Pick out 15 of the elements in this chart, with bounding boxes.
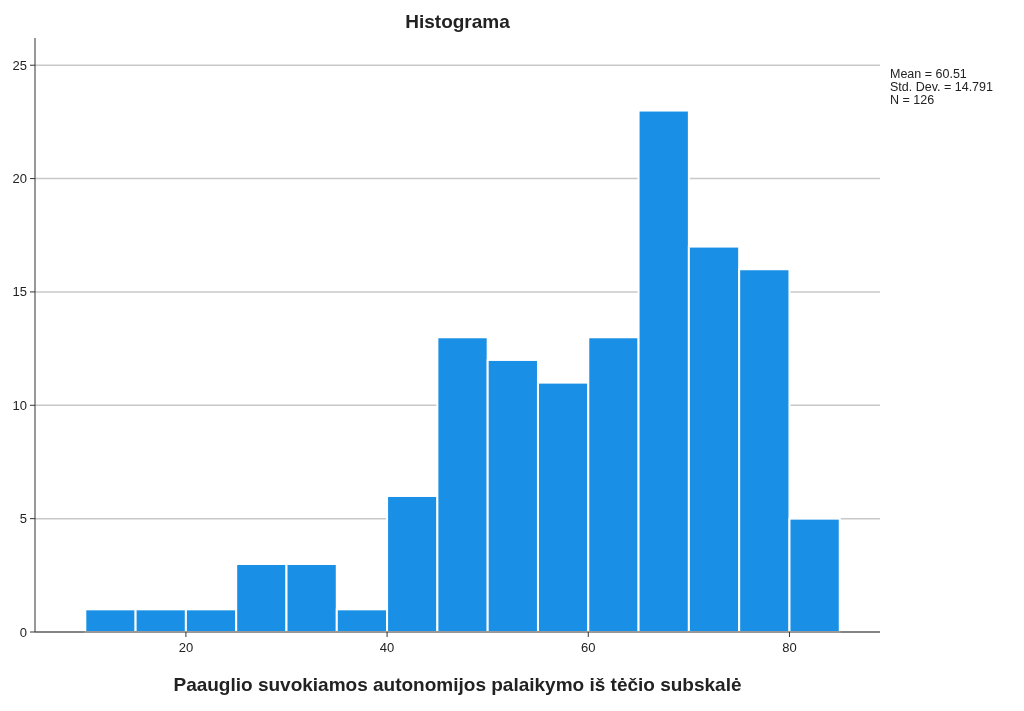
- y-tick-label: 10: [12, 397, 27, 413]
- x-tick-label: 60: [581, 640, 596, 655]
- x-axis-title: Paauglio suvokiamos autonomijos palaikymo iš tėčio subskalė: [173, 674, 742, 695]
- x-tick-label: 20: [178, 640, 194, 655]
- x-tick-label: 40: [379, 640, 395, 655]
- text: Std. Dev. = 14.791: [890, 80, 994, 94]
- x-tick-label: 80: [782, 640, 797, 655]
- text: Mean = 60.51: [890, 67, 967, 81]
- y-tick-label: 0: [19, 624, 27, 640]
- y-tick-label: 20: [12, 171, 27, 187]
- chart-title: Histograma: [405, 11, 511, 32]
- y-tick-label: 15: [12, 284, 27, 300]
- text: N = 126: [890, 93, 935, 107]
- y-tick-label: 25: [12, 57, 27, 73]
- y-tick-label: 5: [19, 511, 27, 527]
